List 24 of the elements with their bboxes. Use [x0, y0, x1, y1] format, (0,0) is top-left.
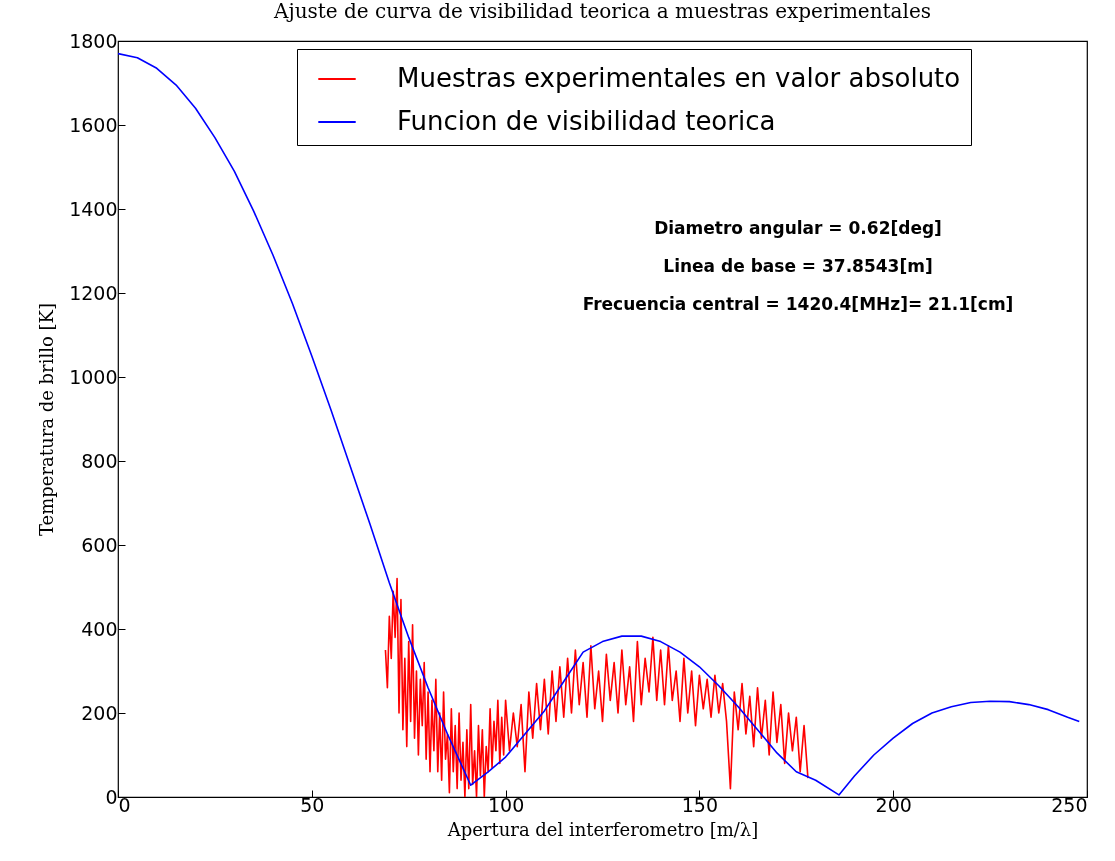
x-tick-label: 150: [681, 793, 719, 816]
y-tick-label: 1000: [69, 365, 118, 388]
y-tick-label: 1400: [69, 197, 118, 220]
y-axis-title: Temperatura de brillo [K]: [36, 302, 58, 537]
legend-label: Funcion de visibilidad teorica: [397, 106, 776, 136]
legend-label: Muestras experimentales en valor absoluto: [397, 63, 961, 93]
annotation: Linea de base = 37.8543[m]: [663, 256, 933, 276]
annotation: Diametro angular = 0.62[deg]: [654, 218, 942, 238]
chart-title: Ajuste de curva de visibilidad teorica a muestras experimentales: [272, 0, 932, 23]
x-axis-title: Apertura del interferometro [m/λ]: [446, 818, 759, 840]
y-tick-label: 1800: [69, 29, 118, 52]
y-tick-label: 200: [81, 701, 118, 724]
annotation: Frecuencia central = 1420.4[MHz]= 21.1[cm]: [582, 294, 1014, 314]
x-tick-label: 50: [300, 793, 325, 816]
y-tick-label: 400: [81, 617, 118, 640]
line-series: [384, 577, 809, 797]
y-tick-label: 1600: [69, 113, 118, 136]
x-tick-label: 250: [1051, 793, 1088, 816]
y-tick-label: 1200: [69, 281, 118, 304]
line-series: [118, 52, 1081, 796]
y-tick-label: 600: [81, 533, 118, 556]
x-tick-label: 200: [875, 793, 912, 816]
y-tick-label: 800: [81, 449, 118, 472]
x-tick-label: 100: [487, 793, 525, 816]
